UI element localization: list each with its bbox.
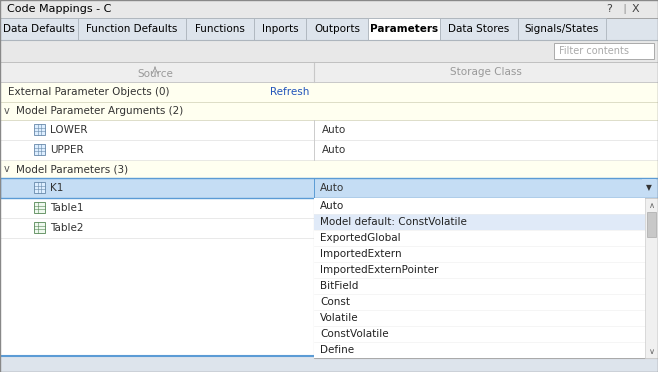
Text: Signals/States: Signals/States (525, 24, 599, 34)
Bar (314, 198, 658, 358)
Text: ▼: ▼ (646, 183, 652, 192)
Bar (0, 40, 658, 62)
Bar (0, 218, 314, 238)
Text: Functions: Functions (195, 24, 245, 34)
Bar (0, 102, 658, 120)
Text: ImportedExternPointer: ImportedExternPointer (320, 265, 438, 275)
Bar (647, 212, 656, 237)
Text: Auto: Auto (320, 183, 344, 193)
Bar (369, 39, 439, 41)
Bar (0, 198, 314, 218)
Bar (0, 356, 658, 372)
Bar (78, 18, 186, 40)
Text: ?: ? (606, 4, 612, 15)
Text: X: X (632, 4, 640, 15)
Bar (314, 278, 645, 294)
Bar (186, 18, 254, 40)
Bar (314, 294, 645, 310)
Text: ∨: ∨ (648, 346, 655, 356)
Bar (34, 202, 45, 213)
Bar (0, 82, 658, 102)
Text: ExportedGlobal: ExportedGlobal (320, 233, 401, 243)
Bar (314, 262, 645, 278)
Bar (0, 140, 658, 160)
Bar (314, 326, 645, 342)
Bar (0, 120, 658, 140)
Bar (0, 18, 658, 40)
Text: Inports: Inports (262, 24, 298, 34)
Text: Data Defaults: Data Defaults (3, 24, 75, 34)
Text: Define: Define (320, 345, 354, 355)
Text: K1: K1 (50, 183, 63, 193)
Text: BitField: BitField (320, 281, 359, 291)
Text: Code Mappings - C: Code Mappings - C (7, 4, 111, 15)
Text: Function Defaults: Function Defaults (86, 24, 178, 34)
Bar (368, 18, 440, 40)
Bar (645, 198, 658, 358)
Bar (314, 342, 645, 358)
Text: Table1: Table1 (50, 203, 84, 213)
Text: Volatile: Volatile (320, 313, 359, 323)
Text: Const: Const (320, 297, 350, 307)
Bar (314, 310, 645, 326)
Text: Model default: ConstVolatile: Model default: ConstVolatile (320, 217, 467, 227)
Text: ImportedExtern: ImportedExtern (320, 249, 401, 259)
Text: Refresh: Refresh (270, 87, 309, 97)
Bar (34, 124, 45, 135)
Text: Model Parameters (3): Model Parameters (3) (16, 164, 128, 174)
Bar (440, 18, 518, 40)
Text: Table2: Table2 (50, 223, 84, 233)
Bar (314, 198, 645, 214)
Text: Auto: Auto (322, 145, 346, 155)
Text: Outports: Outports (314, 24, 360, 34)
Text: Parameters: Parameters (370, 24, 438, 34)
Text: UPPER: UPPER (50, 145, 84, 155)
Bar (34, 182, 45, 193)
Bar (34, 222, 45, 233)
Bar (642, 179, 656, 197)
Text: Auto: Auto (320, 201, 344, 211)
Text: Filter contents: Filter contents (559, 46, 629, 56)
Text: v: v (4, 164, 10, 174)
Bar (314, 246, 645, 262)
Bar (0, 160, 658, 178)
Text: ∧: ∧ (648, 201, 655, 209)
Text: LOWER: LOWER (50, 125, 88, 135)
Bar (314, 230, 645, 246)
Text: Auto: Auto (322, 125, 346, 135)
Text: Storage Class: Storage Class (450, 67, 522, 77)
Text: Model Parameter Arguments (2): Model Parameter Arguments (2) (16, 106, 183, 116)
Text: ❘: ❘ (620, 4, 628, 15)
Bar (314, 214, 645, 230)
Text: Source: Source (137, 69, 173, 79)
Bar (0, 178, 658, 198)
Bar (0, 0, 658, 18)
Bar (554, 43, 654, 59)
Bar (0, 62, 658, 82)
Text: External Parameter Objects (0): External Parameter Objects (0) (8, 87, 170, 97)
Text: v: v (4, 106, 10, 116)
Bar (306, 18, 368, 40)
Text: Data Stores: Data Stores (448, 24, 510, 34)
Bar (0, 18, 78, 40)
Bar (0, 238, 658, 356)
Text: ConstVolatile: ConstVolatile (320, 329, 389, 339)
Bar (34, 144, 45, 155)
Bar (518, 18, 606, 40)
Bar (0, 178, 658, 198)
Bar (254, 18, 306, 40)
